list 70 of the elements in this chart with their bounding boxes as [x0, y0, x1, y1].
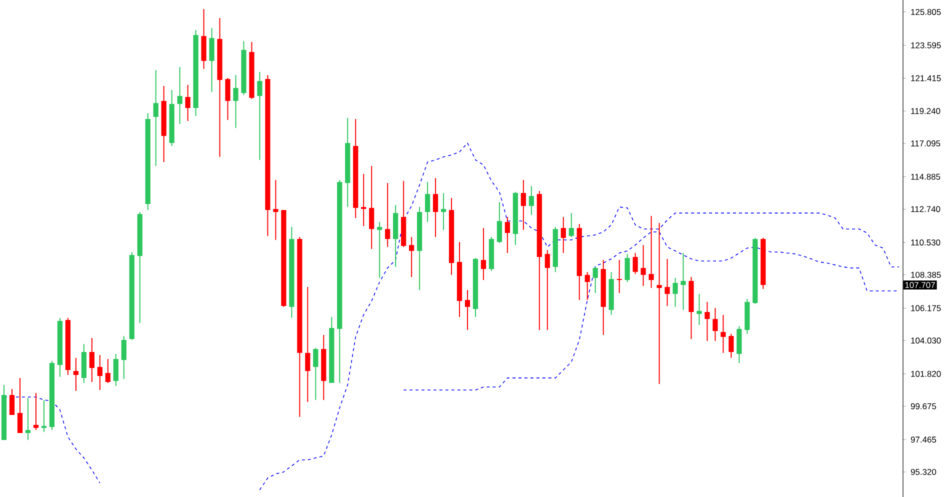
candlestick — [305, 286, 310, 402]
candlestick — [680, 252, 686, 310]
candlestick — [377, 221, 382, 278]
candlestick — [97, 354, 102, 391]
y-tick-label: 108.385 — [911, 272, 941, 278]
candlestick — [504, 216, 510, 254]
candlestick — [560, 216, 566, 254]
candlestick — [544, 250, 550, 330]
candlestick — [257, 71, 262, 160]
candlestick — [640, 244, 646, 286]
candlestick — [9, 388, 15, 416]
candlestick — [464, 289, 470, 330]
candlestick — [432, 178, 438, 238]
y-tick-label: 114.885 — [911, 174, 940, 180]
candlestick — [209, 28, 214, 93]
y-tick-label: 112.740 — [911, 206, 940, 212]
candlestick — [33, 392, 39, 431]
y-tick-label: 104.030 — [911, 338, 941, 344]
candlestick — [664, 258, 670, 306]
candlestick — [73, 357, 78, 392]
candlestick — [440, 192, 446, 230]
candlestick — [720, 314, 726, 354]
candlestick — [369, 165, 374, 250]
candlestick — [385, 182, 390, 248]
candlestick — [480, 227, 486, 281]
candlestick — [408, 236, 414, 278]
candlestick — [648, 215, 654, 289]
y-tick-label: 119.240 — [911, 108, 940, 114]
candlestick — [728, 333, 734, 358]
candlestick — [41, 399, 47, 432]
candlestick — [361, 173, 366, 227]
y-tick-label: 123.595 — [911, 42, 941, 48]
candlestick — [273, 179, 278, 240]
candlestick — [105, 358, 110, 384]
candlestick — [313, 347, 318, 400]
candlestick — [25, 398, 31, 440]
candlestick — [113, 353, 118, 386]
candlestick — [528, 186, 534, 216]
candlestick — [424, 181, 430, 222]
candlestick — [185, 84, 190, 122]
candlestick — [153, 70, 158, 166]
y-tick-label: 125.805 — [911, 8, 941, 15]
y-tick-label: 110.530 — [911, 239, 940, 246]
candlestick — [584, 272, 590, 300]
y-tick-label: 117.095 — [911, 140, 940, 146]
candlestick — [704, 301, 710, 342]
y-tick-label: 106.175 — [911, 305, 941, 312]
candlestick — [696, 293, 702, 326]
candlestick — [177, 66, 182, 125]
candlestick — [624, 253, 630, 282]
candlestick — [632, 252, 638, 274]
candlestick — [121, 336, 126, 380]
candlestick — [496, 202, 502, 244]
candlestick — [592, 266, 598, 294]
candlestick — [233, 74, 238, 128]
text: 107.707 — [905, 282, 935, 288]
candlestick — [17, 377, 23, 434]
y-tick-label: 99.675 — [910, 403, 936, 410]
candlestick — [89, 337, 94, 383]
y-tick-label: 95.320 — [910, 468, 936, 475]
candlestick — [520, 179, 526, 230]
candlestick — [712, 307, 718, 342]
y-tick-label: 101.820 — [911, 370, 941, 377]
candlestick — [656, 222, 662, 384]
y-tick-label: 121.415 — [911, 75, 941, 82]
candlestick — [568, 212, 574, 238]
y-tick-label: 97.465 — [910, 436, 936, 443]
candlestick — [672, 277, 678, 308]
candlestick — [225, 78, 230, 120]
candlestick — [616, 259, 622, 294]
